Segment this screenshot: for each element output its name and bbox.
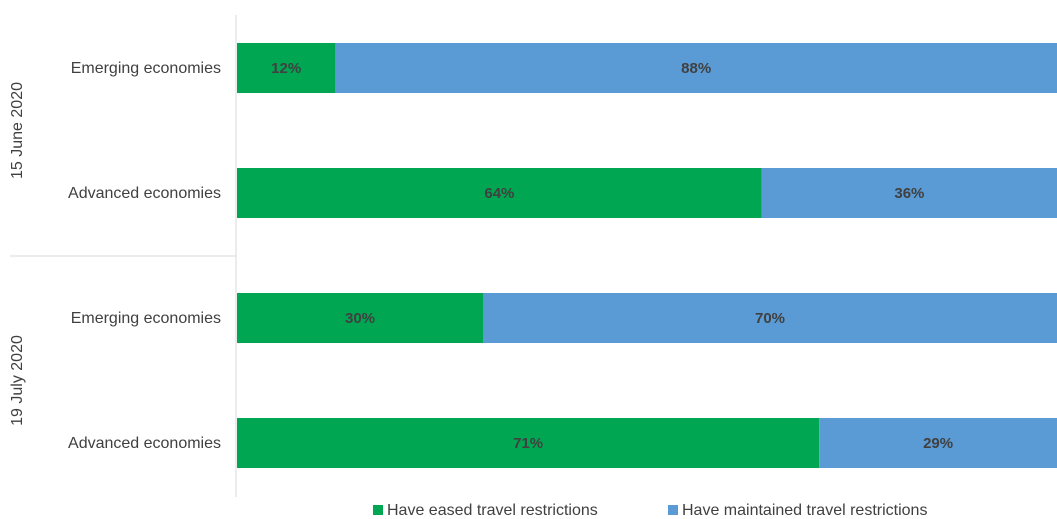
data-label-eased-0: 12%	[271, 60, 301, 77]
bar-maintained-0	[335, 43, 1057, 93]
bar-value-labels: 12% 88% 64% 36% 30% 70% 71% 29%	[271, 60, 953, 452]
group-label-1: 19 July 2020	[9, 335, 26, 426]
category-label-2: Emerging economies	[71, 310, 221, 327]
data-label-eased-3: 71%	[513, 435, 543, 452]
group-label-0: 15 June 2020	[9, 82, 26, 179]
data-label-maintained-2: 70%	[755, 310, 785, 327]
category-labels: Emerging economies Advanced economies Emer…	[68, 60, 221, 452]
axes	[10, 15, 237, 497]
bar-eased-2	[237, 293, 483, 343]
data-label-eased-1: 64%	[484, 185, 514, 202]
bar-eased-1	[237, 168, 762, 218]
category-label-0: Emerging economies	[71, 60, 221, 77]
legend-swatch-maintained	[668, 505, 678, 515]
bar-maintained-2	[483, 293, 1057, 343]
bar-maintained-1	[761, 168, 1057, 218]
data-label-eased-2: 30%	[345, 310, 375, 327]
bar-maintained-3	[819, 418, 1057, 468]
legend-label-eased: Have eased travel restrictions	[387, 502, 598, 519]
bar-eased-0	[237, 43, 336, 93]
data-label-maintained-3: 29%	[923, 435, 953, 452]
bars	[237, 43, 1057, 468]
category-label-3: Advanced economies	[68, 435, 221, 452]
data-label-maintained-1: 36%	[894, 185, 924, 202]
category-label-1: Advanced economies	[68, 185, 221, 202]
bar-eased-3	[237, 418, 820, 468]
legend-label-maintained: Have maintained travel restrictions	[682, 502, 927, 519]
group-labels: 15 June 2020 19 July 2020	[9, 82, 26, 426]
legend: Have eased travel restrictions Have maint…	[373, 502, 927, 519]
data-label-maintained-0: 88%	[681, 60, 711, 77]
legend-swatch-eased	[373, 505, 383, 515]
